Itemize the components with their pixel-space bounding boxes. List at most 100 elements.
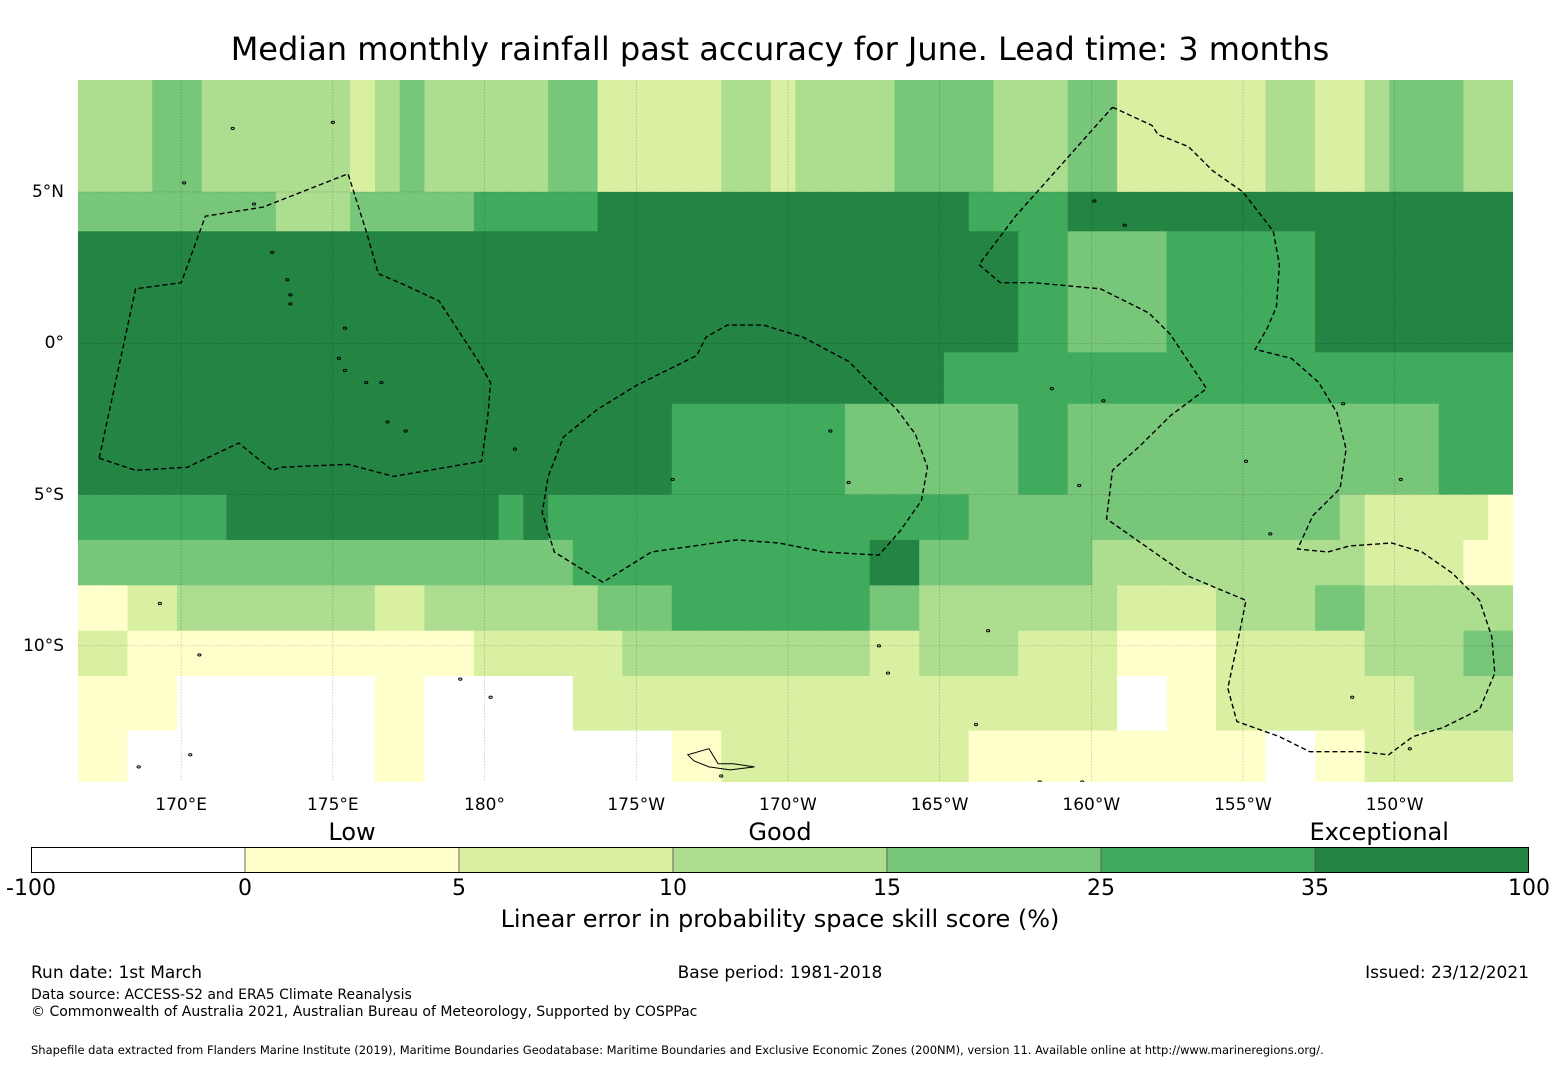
skill-cell	[1191, 494, 1217, 541]
island-outline	[379, 380, 384, 385]
skill-cell	[1315, 403, 1341, 496]
skill-cell	[300, 403, 327, 496]
skill-cell	[968, 403, 995, 496]
skill-cell	[572, 630, 599, 677]
skill-cell	[869, 191, 896, 232]
skill-cell	[325, 403, 351, 496]
skill-cell	[424, 494, 450, 541]
skill-cell	[820, 403, 846, 496]
skill-cell	[1438, 403, 1465, 496]
skill-cell	[127, 352, 153, 405]
skill-cell	[201, 585, 228, 632]
skill-cell	[1092, 630, 1118, 677]
skill-cell	[1141, 539, 1168, 586]
island-outline	[876, 644, 882, 648]
skill-cell	[424, 676, 450, 732]
skill-cell	[374, 231, 401, 353]
skill-cell	[1488, 539, 1513, 586]
skill-cell	[671, 676, 698, 732]
skill-cell	[325, 539, 351, 586]
skill-cell	[1117, 352, 1143, 405]
skill-cell	[374, 494, 401, 541]
skill-cell	[548, 676, 574, 732]
skill-cell	[300, 676, 327, 732]
colorbar-category-label: Low	[328, 818, 376, 846]
run-date: Run date: 1st March	[31, 963, 203, 983]
island-outline	[251, 202, 257, 206]
skill-cell	[820, 231, 846, 353]
skill-cell	[424, 80, 450, 193]
skill-cell	[622, 191, 648, 232]
eez-outline	[541, 324, 929, 583]
skill-cell	[399, 80, 425, 193]
skill-cell	[374, 352, 401, 405]
map-panel	[78, 80, 1513, 782]
island-outline	[403, 429, 408, 433]
shapefile-credit: Shapefile data extracted from Flanders M…	[31, 1043, 1324, 1057]
skill-cell	[1290, 231, 1316, 353]
skill-cell	[251, 80, 277, 193]
skill-cell	[275, 494, 302, 541]
skill-cell	[251, 403, 277, 496]
skill-cell	[1364, 730, 1390, 782]
skill-cell	[127, 585, 153, 632]
skill-cell	[1290, 676, 1316, 732]
skill-cell	[1141, 585, 1168, 632]
skill-cell	[1488, 352, 1513, 405]
skill-cell	[968, 630, 995, 677]
skill-cell	[943, 352, 970, 405]
skill-cell	[1438, 191, 1465, 232]
skill-cell	[993, 352, 1019, 405]
skill-cell	[1141, 494, 1168, 541]
skill-cell	[844, 403, 871, 496]
skill-cell	[449, 676, 475, 732]
skill-cell	[1141, 191, 1168, 232]
skill-cell	[1389, 403, 1415, 496]
skill-cell	[993, 231, 1019, 353]
colorbar-segment	[1314, 847, 1529, 873]
skill-cell	[572, 539, 599, 586]
skill-cell	[275, 403, 302, 496]
skill-cell	[919, 403, 945, 496]
skill-cell	[1339, 585, 1366, 632]
skill-cell	[1364, 676, 1390, 732]
skill-cell	[647, 730, 673, 782]
island-outline	[285, 278, 290, 282]
skill-cell	[721, 231, 747, 353]
skill-cell	[399, 730, 425, 782]
skill-cell	[152, 494, 178, 541]
skill-cell	[721, 352, 747, 405]
skill-cell	[622, 730, 648, 782]
skill-cell	[226, 630, 252, 677]
skill-cell	[1389, 80, 1415, 193]
skill-cell	[300, 630, 327, 677]
skill-cell	[869, 630, 896, 677]
island-outline	[1268, 532, 1273, 536]
island-outline	[828, 429, 833, 433]
skill-cell	[1067, 352, 1093, 405]
skill-cell	[622, 630, 648, 677]
skill-cell	[1191, 539, 1217, 586]
skill-cell	[350, 676, 376, 732]
skill-cell	[746, 730, 772, 782]
skill-cell	[770, 352, 797, 405]
colorbar-tick-label: -100	[6, 876, 56, 901]
skill-cell	[1315, 676, 1341, 732]
colorbar-tick-label: 100	[1508, 876, 1550, 901]
skill-cell	[473, 585, 500, 632]
island-outline	[1080, 780, 1085, 782]
longitude-label: 170°W	[759, 795, 817, 815]
skill-cell	[597, 676, 623, 732]
skill-cell	[1216, 494, 1242, 541]
skill-cell	[300, 494, 327, 541]
skill-cell	[498, 539, 524, 586]
skill-cell	[1067, 403, 1093, 496]
skill-cell	[1315, 352, 1341, 405]
longitude-label: 170°E	[155, 795, 207, 815]
skill-cell	[572, 730, 599, 782]
island-outline	[719, 774, 724, 778]
skill-cell	[647, 676, 673, 732]
skill-cell	[1191, 730, 1217, 782]
island-outline	[364, 380, 369, 385]
skill-cell	[622, 80, 648, 193]
